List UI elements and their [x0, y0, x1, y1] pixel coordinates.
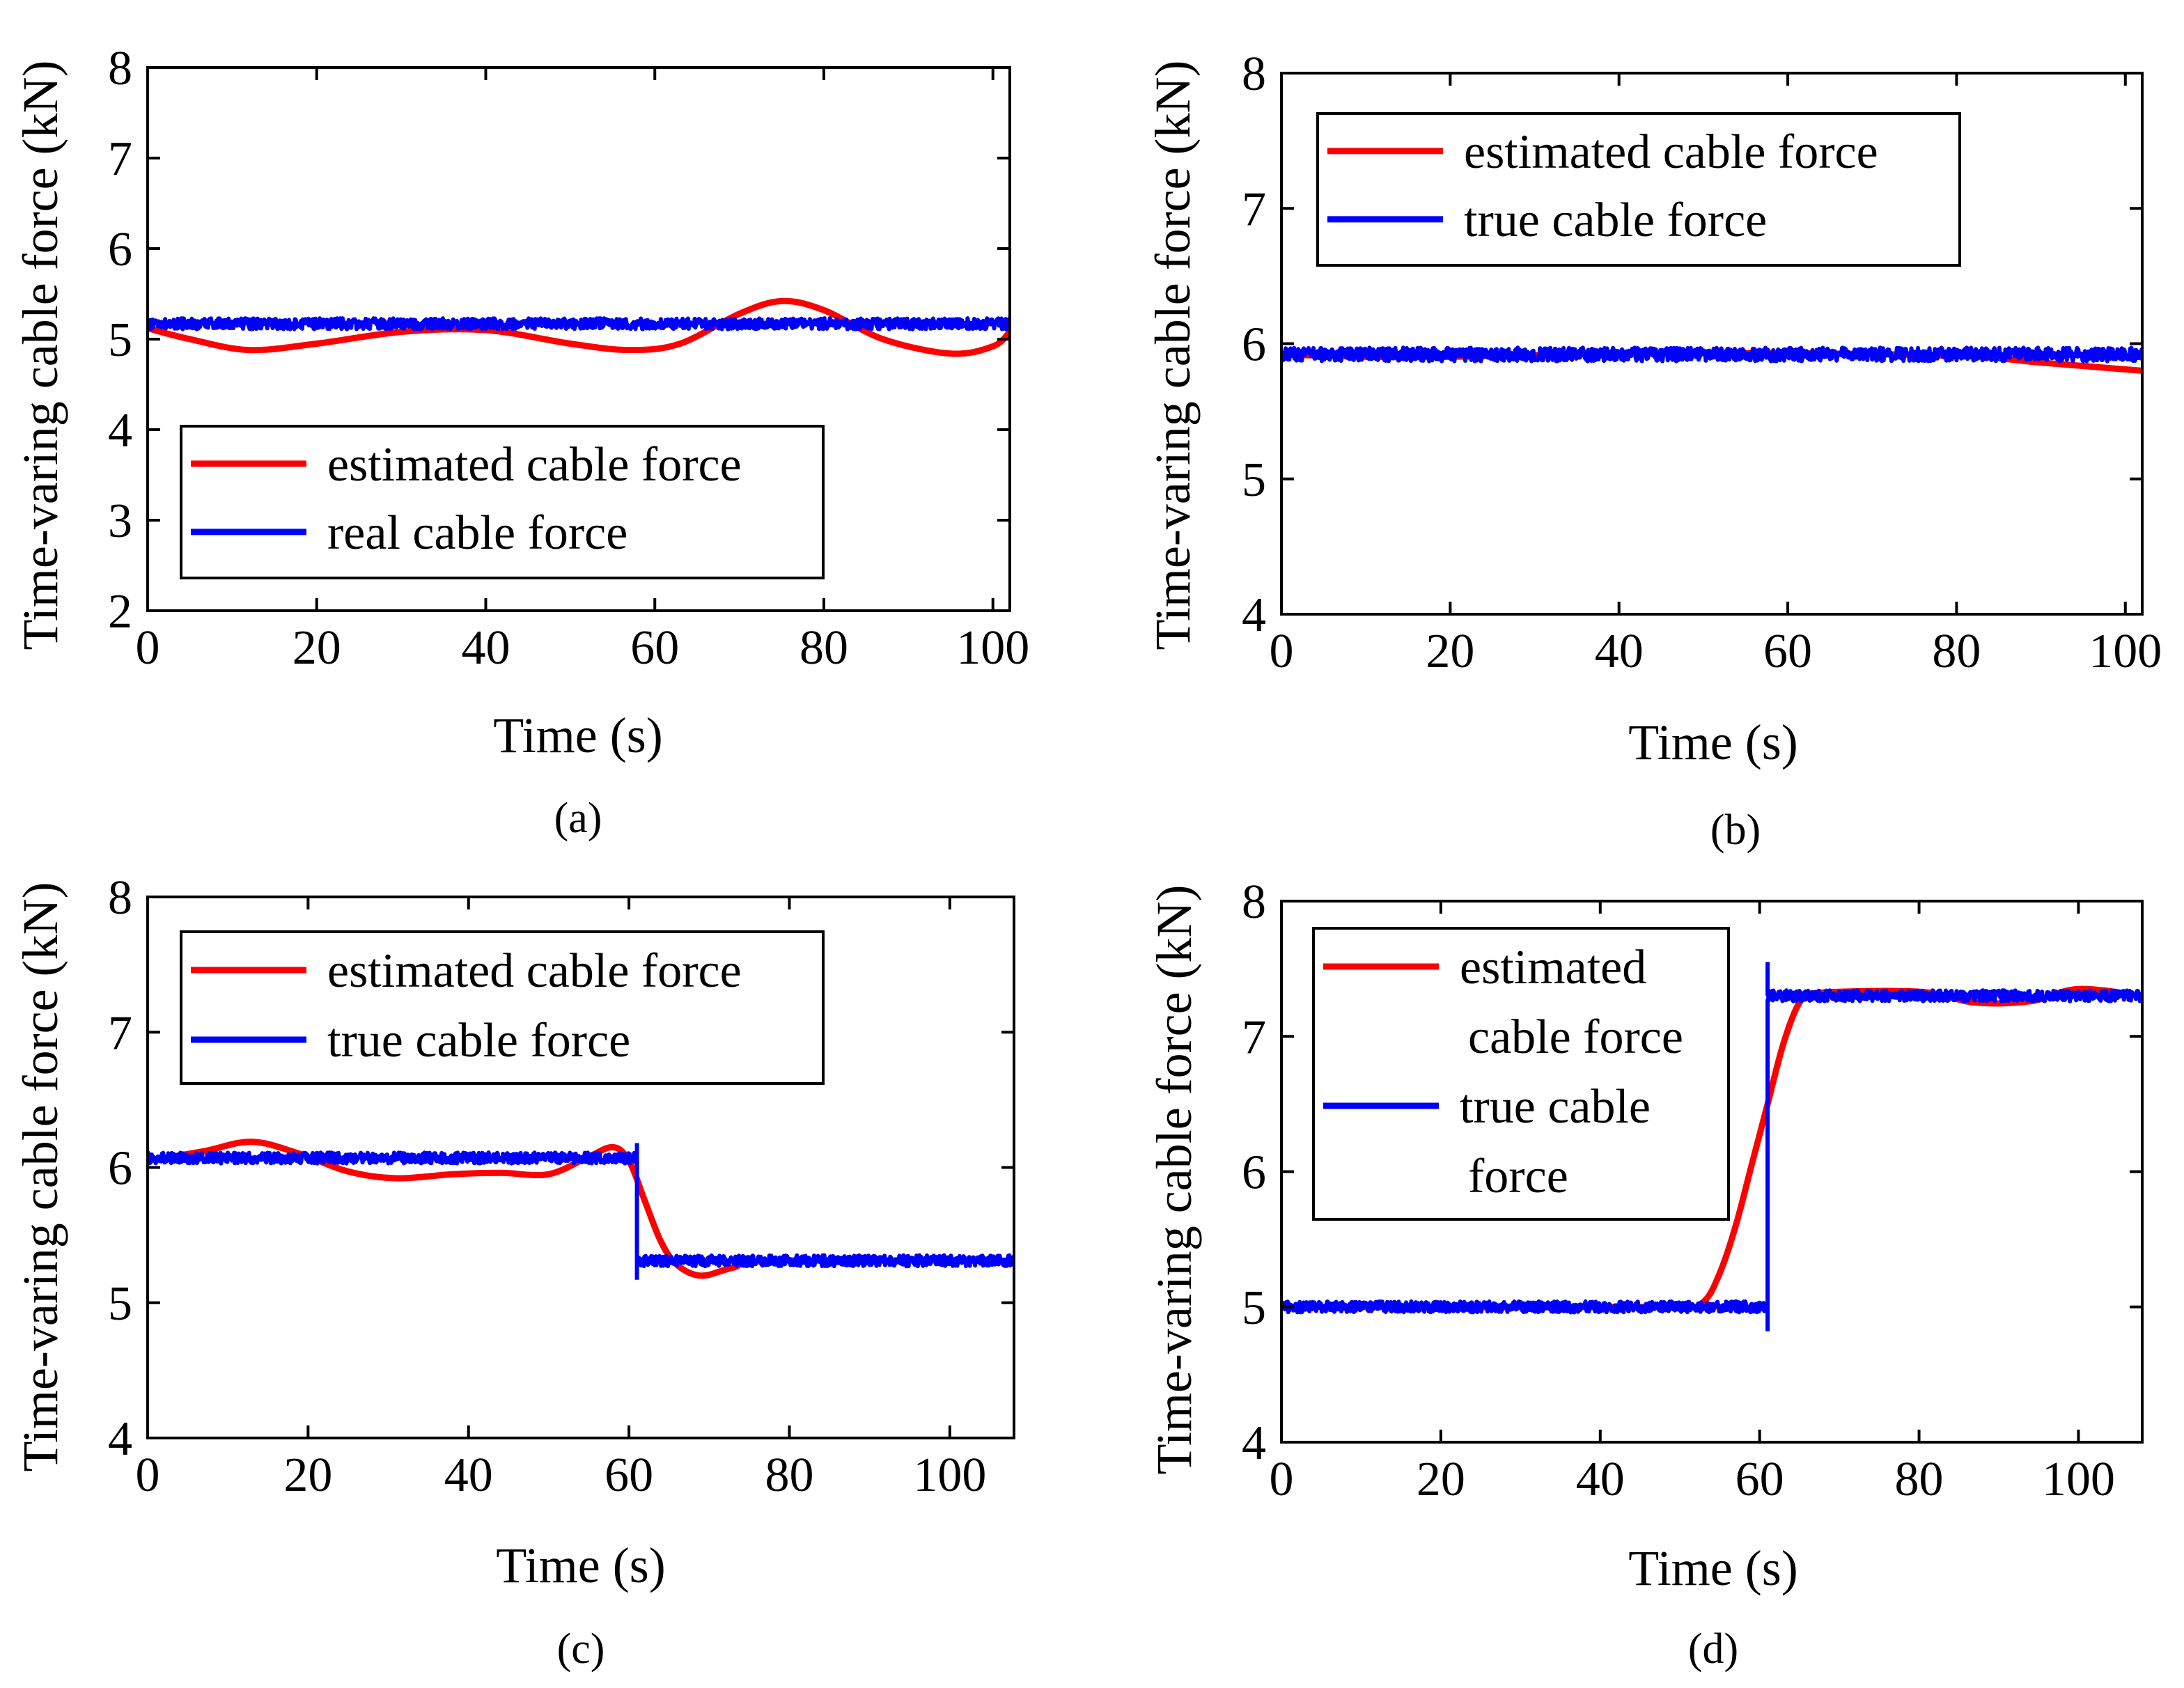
panel-a-y-tick-label: 8 [108, 42, 132, 95]
panel-b-x-tick-label: 20 [1426, 625, 1474, 678]
panel-d-plot: 0 20 40 60 80 100 4 5 6 7 8 estimated cable force tru… [1242, 875, 2144, 1506]
panel-d-x-tick-label: 20 [1417, 1453, 1465, 1506]
panel-d-y-tick-label: 5 [1242, 1281, 1266, 1335]
panel-d: 0 20 40 60 80 100 4 5 6 7 8 estimated cable force tru… [1146, 875, 2144, 1673]
panel-a-legend: estimated cable force real cable force [180, 425, 825, 579]
panel-d-x-tick-label: 60 [1736, 1453, 1784, 1506]
panel-c-xlabel: Time (s) [496, 1538, 665, 1593]
panel-d-legend: estimated cable force true cable force [1312, 927, 1730, 1221]
panel-a: 0 20 40 60 80 100 2 3 4 5 6 7 8 estimated cable force… [13, 42, 1029, 842]
panel-b-y-tick-label: 5 [1242, 453, 1266, 507]
panel-c-y-tick-label: 6 [108, 1142, 132, 1196]
panel-c-series-group [148, 1139, 1014, 1280]
panel-d-y-tick-label: 4 [1242, 1416, 1266, 1470]
panel-c-legend-label: true cable force [327, 1014, 630, 1068]
panel-b-xlabel: Time (s) [1628, 714, 1797, 770]
panel-a-legend-label: estimated cable force [327, 438, 742, 492]
panel-b-y-tick-label: 7 [1242, 182, 1266, 236]
panel-d-y-tick-label: 8 [1242, 875, 1266, 929]
panel-a-x-tick-label: 20 [292, 621, 341, 675]
panel-c-legend: estimated cable force true cable force [180, 930, 825, 1085]
panel-a-x-tick-label: 100 [956, 621, 1029, 675]
panel-b-caption: (b) [1710, 806, 1761, 854]
panel-b-x-tick-label: 80 [1932, 625, 1981, 678]
panel-d-x-tick-label: 100 [2042, 1453, 2115, 1506]
panel-c-y-tick-label: 8 [108, 871, 132, 925]
panel-b-x-tick-label: 60 [1763, 625, 1812, 678]
panel-c-caption: (c) [557, 1625, 605, 1673]
panel-d-ylabel: Time-varing cable force (kN) [1146, 884, 1202, 1474]
panel-b-legend: estimated cable force true cable force [1316, 112, 1961, 267]
panel-b-x-tick-label: 40 [1595, 625, 1644, 678]
panel-a-x-tick-label: 80 [800, 621, 848, 675]
panel-a-x-tick-label: 0 [136, 621, 160, 675]
panel-c-y-tick-label: 5 [108, 1277, 132, 1331]
panel-c-x-tick-label: 100 [913, 1448, 986, 1502]
panel-b-y-tick-label: 8 [1242, 47, 1266, 101]
panel-a-y-tick-label: 7 [108, 132, 132, 186]
panel-d-x-tick-label: 0 [1270, 1453, 1294, 1506]
panel-c-ylabel: Time-varing cable force (kN) [13, 882, 68, 1471]
panel-c-plot: 0 20 40 60 80 100 4 5 6 7 8 estimated cable force tr… [108, 871, 1015, 1502]
panel-a-x-tick-label: 40 [461, 621, 510, 675]
panel-d-x-tick-label: 40 [1576, 1453, 1625, 1506]
panel-c-x-tick-label: 40 [444, 1448, 493, 1502]
panel-d-y-tick-label: 7 [1242, 1010, 1266, 1064]
panel-c-true-series-line [148, 1143, 1014, 1280]
panel-b-true-series-line [1281, 345, 2142, 364]
panel-b-plot: 0 20 40 60 80 100 4 5 6 7 8 estimated cable force tr… [1242, 47, 2162, 678]
panel-c-x-tick-label: 20 [283, 1448, 332, 1502]
panel-b-y-tick-label: 4 [1242, 588, 1266, 642]
panel-b-x-tick-label: 100 [2089, 625, 2162, 678]
panel-a-y-tick-label: 5 [108, 313, 132, 367]
panel-d-legend-box [1312, 927, 1730, 1221]
panel-b-ylabel: Time-varing cable force (kN) [1145, 60, 1201, 650]
panel-d-legend-label: true cable [1460, 1080, 1651, 1134]
panel-d-series-group [1281, 962, 2142, 1331]
panel-d-xlabel: Time (s) [1628, 1540, 1797, 1596]
panel-c-legend-box [180, 930, 825, 1085]
panel-b-x-tick-label: 0 [1270, 625, 1294, 678]
panel-c-y-tick-label: 4 [108, 1412, 132, 1466]
panel-a-legend-box [180, 425, 825, 579]
panel-b-legend-label: estimated cable force [1464, 125, 1878, 179]
panel-a-true-series-line [148, 316, 1010, 331]
panel-a-ylabel: Time-varing cable force (kN) [13, 60, 68, 650]
panel-d-x-tick-label: 80 [1895, 1453, 1944, 1506]
panel-d-legend-label: force [1468, 1150, 1568, 1203]
panel-a-y-tick-label: 4 [108, 404, 132, 458]
panel-d-caption: (d) [1688, 1625, 1738, 1673]
panel-a-legend-label: real cable force [327, 506, 627, 560]
panel-a-caption: (a) [554, 795, 602, 842]
panel-c-legend-label: estimated cable force [327, 944, 742, 998]
panel-a-estimated-series-line [148, 297, 1010, 357]
panel-c: 0 20 40 60 80 100 4 5 6 7 8 estimated cable force tr… [13, 871, 1015, 1673]
panel-d-y-tick-label: 6 [1242, 1146, 1266, 1200]
panel-b: 0 20 40 60 80 100 4 5 6 7 8 estimated cable force tr… [1145, 47, 2162, 854]
panel-b-legend-label: true cable force [1464, 194, 1767, 247]
panel-b-legend-box [1316, 112, 1961, 267]
panel-c-y-tick-label: 7 [108, 1006, 132, 1060]
panel-b-series-group [1281, 345, 2142, 374]
panel-a-x-tick-label: 60 [630, 621, 679, 675]
panel-d-legend-label: cable force [1468, 1010, 1683, 1064]
panel-d-true-series-line [1281, 962, 2142, 1331]
panel-a-y-tick-label: 3 [108, 494, 132, 548]
panel-a-plot: 0 20 40 60 80 100 2 3 4 5 6 7 8 estimated cable force… [108, 42, 1029, 675]
panel-d-legend-label: estimated [1460, 941, 1646, 994]
panel-b-y-tick-label: 6 [1242, 318, 1266, 372]
panel-c-x-tick-label: 0 [136, 1448, 160, 1502]
panel-a-xlabel: Time (s) [493, 708, 662, 763]
panel-c-x-tick-label: 60 [604, 1448, 653, 1502]
panel-c-x-tick-label: 80 [765, 1448, 813, 1502]
panel-a-series-group [148, 297, 1010, 357]
panel-a-y-tick-label: 6 [108, 223, 132, 276]
panel-a-y-tick-label: 2 [108, 585, 132, 639]
